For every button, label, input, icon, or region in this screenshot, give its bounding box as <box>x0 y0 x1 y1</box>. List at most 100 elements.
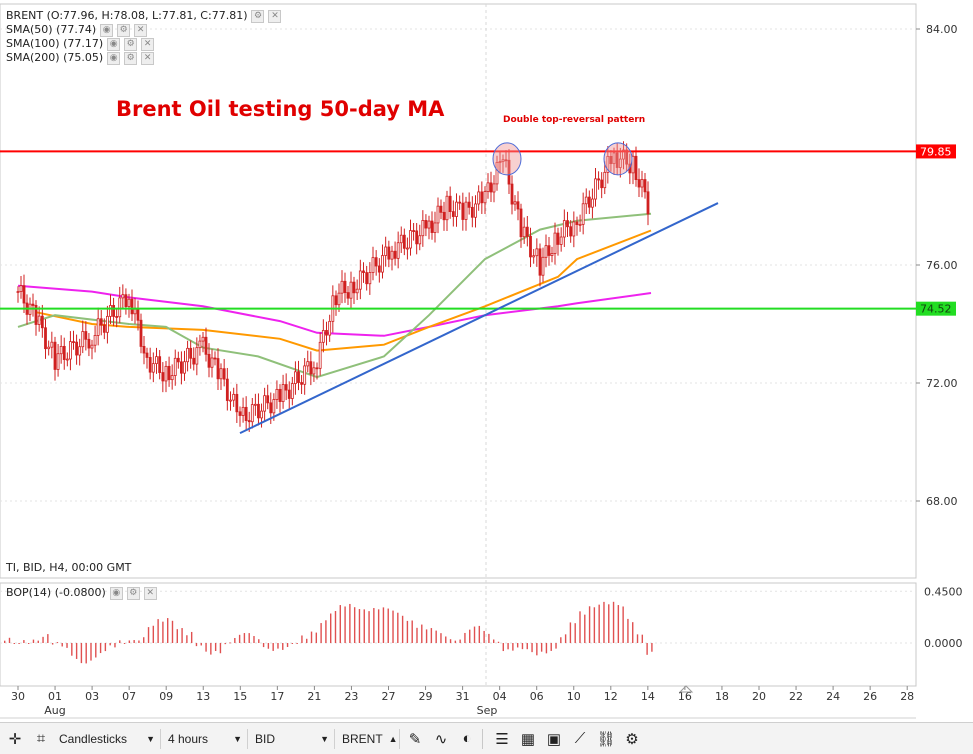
candle-body <box>480 191 484 204</box>
candle-body <box>287 389 291 399</box>
candle-body <box>618 158 622 168</box>
symbol-select[interactable]: BRENT ▲ <box>337 728 400 749</box>
time-tick-label: 18 <box>715 690 729 703</box>
sma50-close-icon[interactable]: ✕ <box>134 23 148 37</box>
sma200-close-icon[interactable]: ✕ <box>141 51 155 65</box>
time-tick-label: 04 <box>493 690 507 703</box>
ascending-trendline <box>239 202 719 435</box>
indicator-visibility-icon[interactable]: ◉ <box>109 586 123 600</box>
bop-bar <box>483 630 485 643</box>
bop-bar <box>315 632 318 643</box>
timeframe-select[interactable]: 4 hours ▼ <box>163 728 248 749</box>
candle-body <box>136 308 140 321</box>
support-price-tag <box>916 301 956 316</box>
bop-bar <box>569 622 572 643</box>
sma50-visibility-icon[interactable]: ◉ <box>100 23 114 37</box>
candle-body <box>581 203 585 225</box>
sma200-visibility-icon[interactable]: ◉ <box>107 51 121 65</box>
candle-body <box>358 270 362 290</box>
support-price-label: 74.52 <box>920 303 952 316</box>
bop-bar <box>181 628 183 643</box>
settings-gear-icon[interactable]: ⚙ <box>625 730 639 748</box>
bop-bar <box>325 620 327 643</box>
layout-grid-icon[interactable]: ▦ <box>520 730 536 748</box>
bop-bar <box>612 601 615 643</box>
bop-bar <box>358 609 361 643</box>
indicator-close-icon[interactable]: ✕ <box>143 586 157 600</box>
bop-bar <box>473 626 476 643</box>
candle-body <box>427 220 431 229</box>
candle-body <box>406 247 409 250</box>
candle-body <box>37 315 41 325</box>
legend-close-icon[interactable]: ✕ <box>268 9 282 23</box>
candle-body <box>260 410 263 419</box>
crop-icon[interactable]: ⌗ <box>36 730 46 747</box>
candle-body <box>396 242 400 259</box>
candle-body <box>355 288 359 294</box>
candle-body <box>483 191 487 204</box>
sma100-settings-icon[interactable]: ⚙ <box>124 37 138 51</box>
legend-main-text: BRENT (O:77.96, H:78.08, L:77.81, C:77.8… <box>6 9 248 22</box>
bop-bar <box>588 606 591 643</box>
candle-body <box>343 280 347 293</box>
candle-body <box>643 179 647 193</box>
time-tick-label: 06 <box>530 690 544 703</box>
crosshair-icon[interactable]: ✛ <box>8 730 22 748</box>
bop-bar <box>646 643 648 655</box>
indicator-tick-label: 0.0000 <box>924 637 963 650</box>
indicator-settings-icon[interactable]: ⚙ <box>126 586 140 600</box>
bop-bar <box>18 643 20 644</box>
chart-type-select[interactable]: Candlesticks ▼ <box>54 728 161 749</box>
candle-body <box>566 220 569 228</box>
source-text: TI, BID, H4, 00:00 GMT <box>6 561 132 574</box>
candle-body <box>436 205 440 224</box>
bop-bar <box>579 611 581 643</box>
candle-body <box>31 303 35 306</box>
candle-body <box>381 255 384 273</box>
bop-bar <box>272 643 274 651</box>
candle-body <box>189 347 193 359</box>
candle-body <box>637 179 641 188</box>
candle-body <box>464 201 468 220</box>
line-chart-icon[interactable]: ⟋ <box>574 730 586 747</box>
indicators-icon[interactable]: ☰ <box>495 730 509 748</box>
chevron-down-icon: ▼ <box>233 733 242 744</box>
sma100-visibility-icon[interactable]: ◉ <box>107 37 121 51</box>
price-type-select[interactable]: BID ▼ <box>250 728 335 749</box>
bop-bar <box>162 621 164 643</box>
candle-body <box>235 393 239 413</box>
sma100-close-icon[interactable]: ✕ <box>141 37 155 51</box>
candle-body <box>192 357 196 365</box>
eye-hide-icon[interactable]: ◐ <box>462 730 472 747</box>
candle-body <box>96 318 100 336</box>
pencil-icon[interactable]: ✎ <box>408 730 422 748</box>
candle-body <box>115 316 119 318</box>
sma50-settings-icon[interactable]: ⚙ <box>117 23 131 37</box>
bop-bar <box>536 643 538 656</box>
bop-bar <box>488 633 490 643</box>
candle-body <box>603 171 607 189</box>
time-tick-label: 24 <box>826 690 840 703</box>
bop-bar <box>80 643 83 664</box>
candle-body <box>244 406 248 421</box>
bop-bar <box>47 634 49 643</box>
price-chart[interactable]: 84.00 76.00 72.00 68.00 0.4500 0.0000 79.85 74.… <box>0 0 973 722</box>
bop-bar <box>42 636 44 643</box>
candle-body <box>78 346 82 356</box>
bop-bar <box>229 642 231 644</box>
candle-body <box>362 270 365 273</box>
sma200-settings-icon[interactable]: ⚙ <box>124 51 138 65</box>
bop-bar <box>291 643 294 644</box>
candle-body <box>278 388 282 402</box>
link-icon[interactable]: ⛓ <box>596 730 616 748</box>
bop-bar <box>363 609 365 643</box>
legend-settings-icon[interactable]: ⚙ <box>251 9 265 23</box>
draw-tools-icon[interactable]: ∿ <box>434 730 448 748</box>
candle-body <box>290 383 294 399</box>
templates-icon[interactable]: ▣ <box>546 730 562 748</box>
candle-body <box>390 250 394 260</box>
legend-sma200-text: SMA(200) (75.05) <box>6 51 104 64</box>
candle-body <box>112 305 115 317</box>
candle-body <box>584 196 588 205</box>
